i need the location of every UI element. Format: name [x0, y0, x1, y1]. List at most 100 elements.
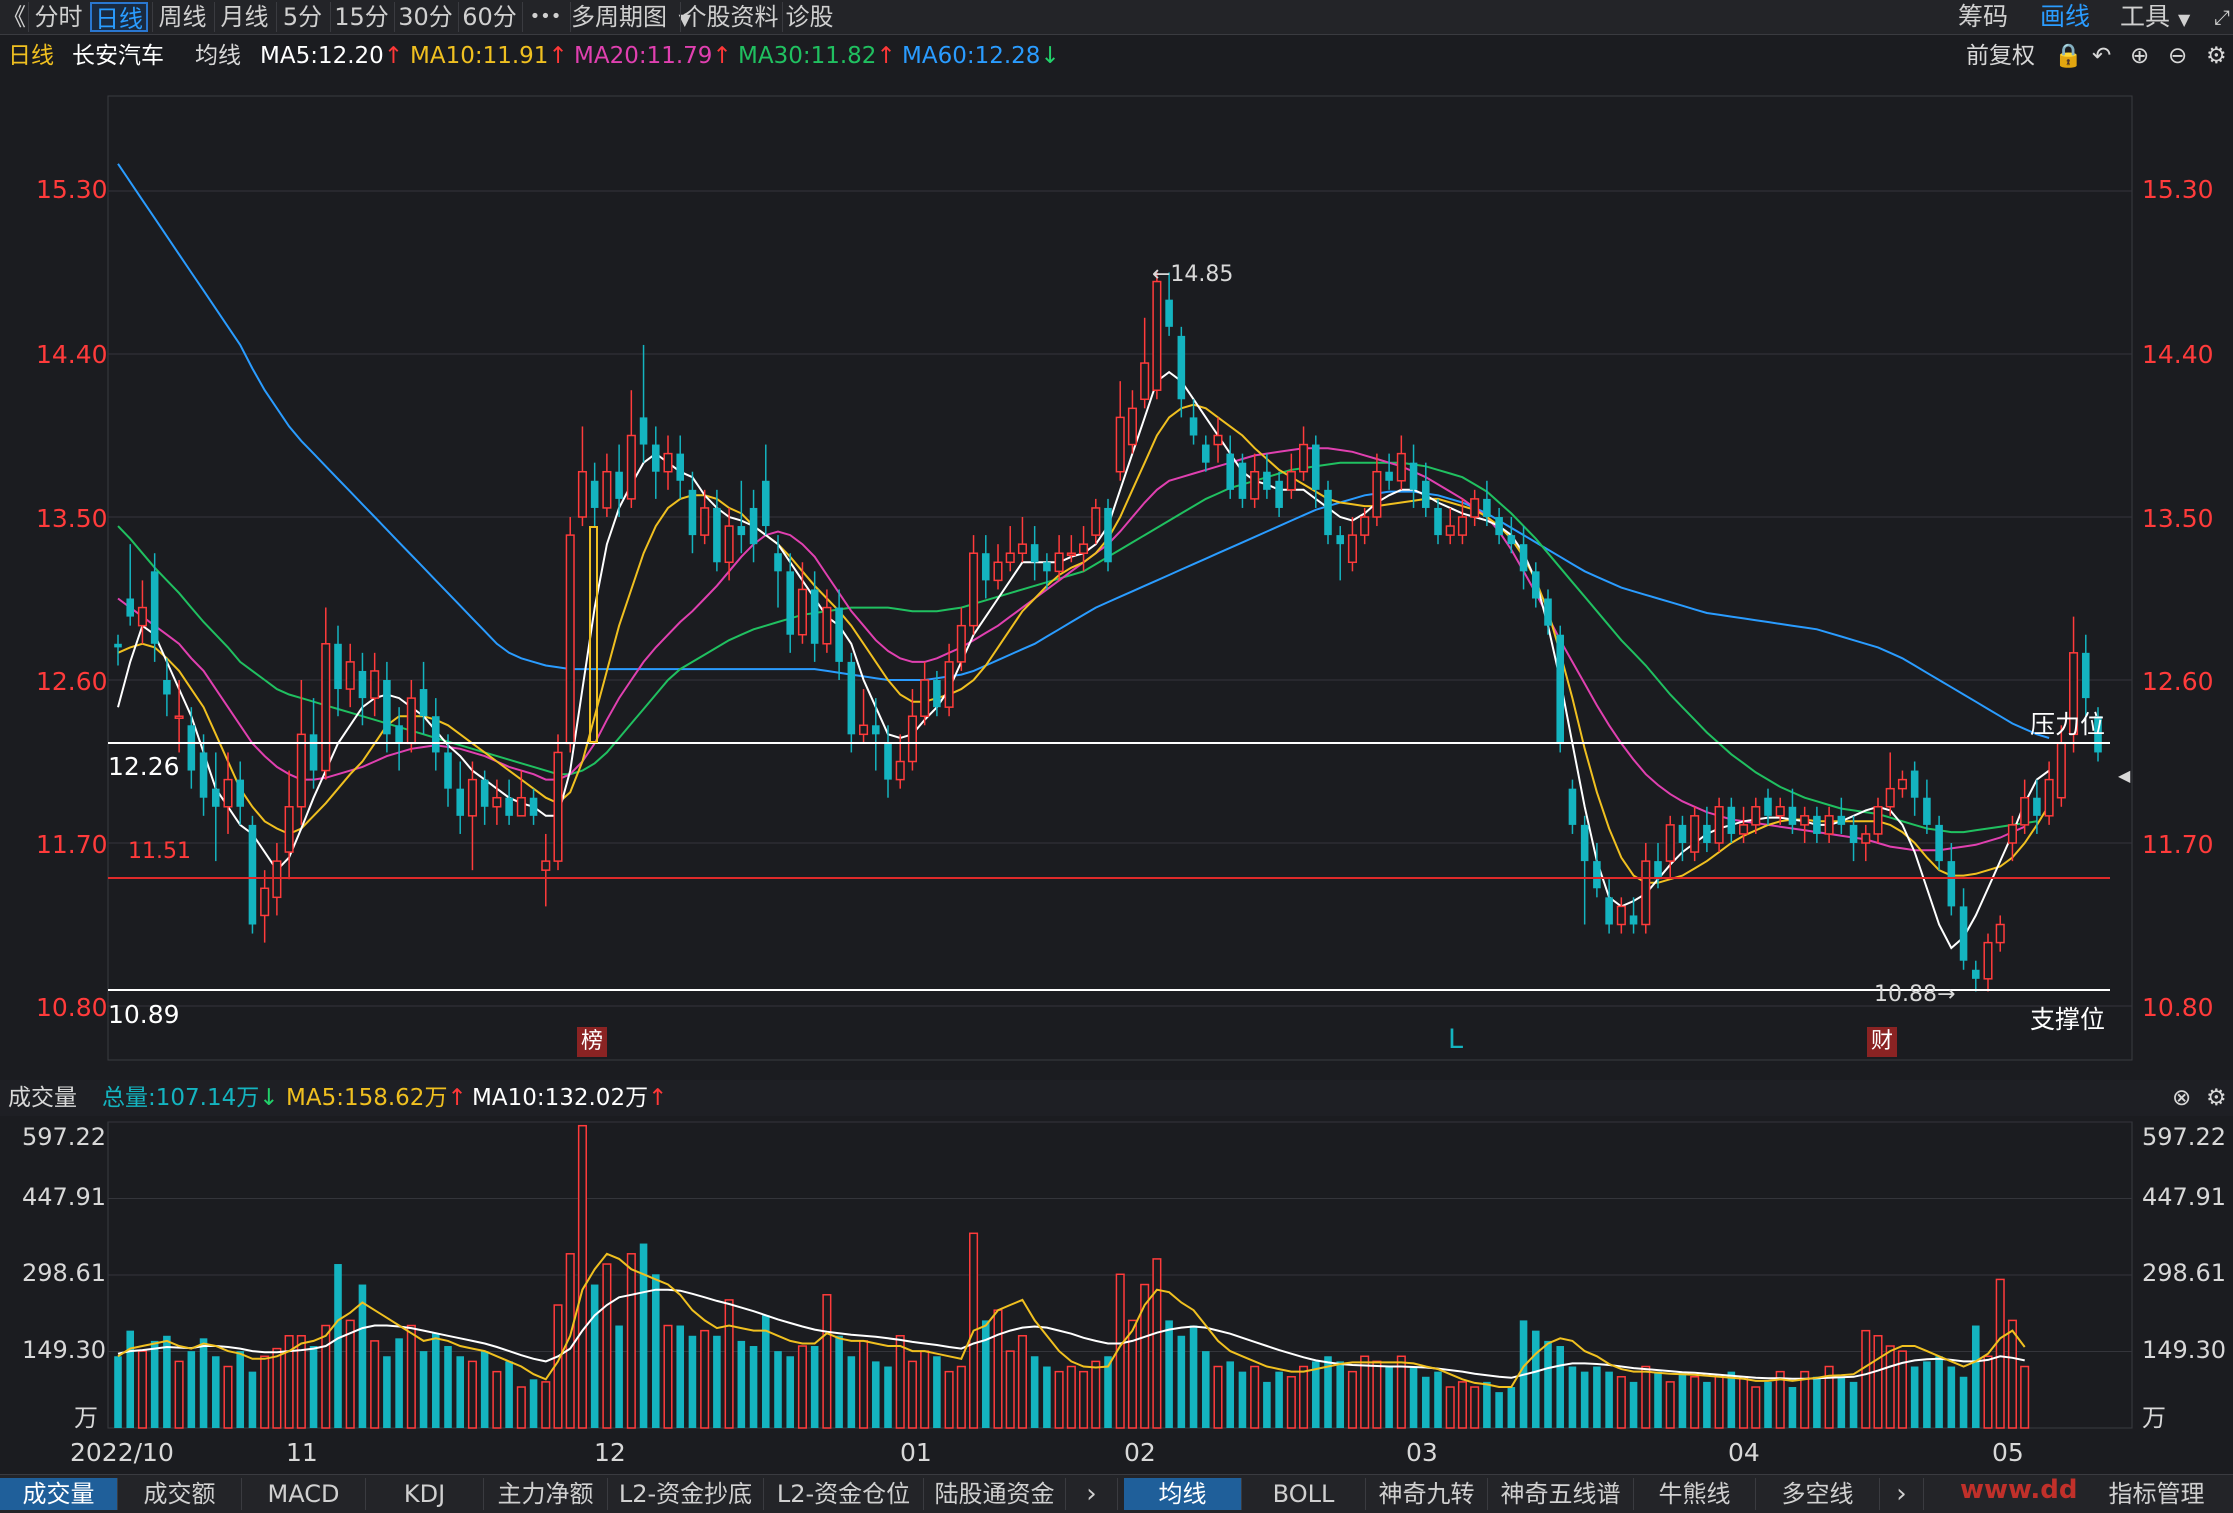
volume-bar — [724, 1299, 734, 1429]
volume-bar — [602, 1263, 612, 1429]
tab-monthly[interactable]: 月线 — [214, 2, 274, 32]
volume-bar — [137, 1350, 147, 1429]
tab-60min[interactable]: 60分 — [458, 2, 520, 32]
finance-marker[interactable]: 财 — [1867, 1027, 1897, 1057]
volume-bar — [1324, 1356, 1332, 1428]
candle-body — [137, 606, 147, 627]
tab-fenshi[interactable]: 分时 — [28, 2, 88, 32]
tab-magic-nine[interactable]: 神奇九转 — [1366, 1478, 1488, 1510]
tab-long-short[interactable]: 多空线 — [1756, 1478, 1880, 1510]
tab-daily[interactable]: 日线 — [90, 2, 148, 33]
chip-button[interactable]: 筹码 — [1958, 2, 2009, 31]
candle-body — [724, 525, 734, 564]
tab-15min[interactable]: 15分 — [330, 2, 392, 32]
expand-icon[interactable]: ⤢ — [2214, 5, 2230, 29]
chevron-right-icon[interactable]: › — [1066, 1478, 1118, 1510]
candle-body — [895, 760, 905, 781]
candle-body — [383, 680, 391, 735]
tab-l2-bottom[interactable]: L2-资金抄底 — [608, 1478, 764, 1510]
avg-line-label[interactable]: 均线 — [195, 43, 241, 69]
candle-body — [1556, 634, 1565, 744]
candle-body — [577, 470, 587, 518]
arrow-up-icon: ↑ — [548, 43, 568, 69]
candle-body — [1568, 788, 1577, 825]
x-tick: 02 — [1124, 1438, 1156, 1467]
rank-marker[interactable]: 榜 — [577, 1027, 607, 1057]
tab-ma[interactable]: 均线 — [1124, 1478, 1242, 1510]
tab-l2-position[interactable]: L2-资金仓位 — [764, 1478, 924, 1510]
volume-bar — [1286, 1376, 1296, 1429]
tab-boll[interactable]: BOLL — [1242, 1478, 1366, 1510]
tab-30min[interactable]: 30分 — [394, 2, 456, 32]
volume-bar — [1017, 1335, 1027, 1429]
candle-body — [516, 796, 526, 817]
volume-ma5-line — [117, 1252, 2026, 1388]
multi-period-dropdown[interactable]: 多周期图 ▼ — [570, 2, 691, 32]
volume-bar — [309, 1346, 318, 1428]
candle-body — [1250, 470, 1260, 500]
tab-magic-five[interactable]: 神奇五线谱 — [1488, 1478, 1634, 1510]
candle-body — [1140, 362, 1150, 401]
price-pointer-icon: ◀ — [2118, 766, 2131, 785]
tab-weekly[interactable]: 周线 — [152, 2, 212, 32]
candle-body — [456, 788, 465, 816]
volume-bar — [1690, 1376, 1700, 1429]
tab-kdj[interactable]: KDJ — [366, 1478, 484, 1510]
close-icon[interactable]: ⊗ — [2172, 1085, 2192, 1111]
x-tick: 05 — [1992, 1438, 2024, 1467]
l-marker[interactable]: L — [1448, 1024, 1464, 1055]
volume-ytick-right: 149.30 — [2142, 1336, 2226, 1364]
indicator-manage-button[interactable]: 指标管理 — [2108, 1480, 2205, 1508]
volume-unit: 万 — [74, 1404, 98, 1432]
lock-icon[interactable]: 🔒 — [2054, 43, 2083, 69]
volume-bar — [1005, 1350, 1015, 1429]
zoom-in-icon[interactable]: ⊕ — [2130, 43, 2150, 69]
candle-body — [1971, 969, 1980, 979]
candle-body — [774, 553, 782, 572]
tab-stock-profile[interactable]: 个股资料 — [680, 2, 780, 32]
draw-line-button[interactable]: 画线 — [2040, 2, 2091, 31]
candle-body — [1703, 824, 1711, 843]
volume-bar — [1445, 1386, 1455, 1429]
candle-body — [505, 797, 513, 816]
tab-main-net[interactable]: 主力净额 — [484, 1478, 608, 1510]
volume-bar — [1580, 1371, 1589, 1428]
candle-body — [602, 470, 612, 509]
low-price-label: 10.88→ — [1874, 982, 1956, 1007]
tab-macd[interactable]: MACD — [242, 1478, 366, 1510]
zoom-out-icon[interactable]: ⊖ — [2168, 43, 2188, 69]
chevron-right-icon[interactable]: › — [1880, 1478, 1924, 1510]
candle-body — [2056, 742, 2066, 799]
gear-icon[interactable]: ⚙ — [2206, 43, 2227, 69]
more-button[interactable]: ••• — [522, 2, 568, 32]
volume-bar — [713, 1335, 721, 1428]
undo-icon[interactable]: ↶ — [2092, 43, 2112, 69]
support-value: 10.89 — [108, 1000, 180, 1029]
tools-button[interactable]: 工具 ▼ — [2120, 0, 2190, 34]
volume-bar — [1861, 1329, 1871, 1429]
candle-body — [1714, 806, 1724, 844]
gear-icon[interactable]: ⚙ — [2206, 1085, 2227, 1111]
candle-body — [737, 526, 746, 536]
tab-diagnose[interactable]: 诊股 — [782, 2, 836, 32]
tab-volume[interactable]: 成交量 — [0, 1478, 118, 1510]
volume-bar — [1714, 1376, 1724, 1429]
candle-body — [1409, 462, 1418, 490]
candle-body — [2094, 716, 2102, 753]
back-button[interactable]: 《 — [2, 3, 26, 31]
volume-bar — [651, 1274, 660, 1428]
tab-bull-bear[interactable]: 牛熊线 — [1634, 1478, 1756, 1510]
volume-bar — [565, 1253, 575, 1429]
adjust-mode[interactable]: 前复权 — [1966, 43, 2035, 69]
volume-bar — [1470, 1386, 1480, 1429]
volume-bar — [1837, 1376, 1846, 1428]
candle-body — [1213, 434, 1223, 446]
volume-bar — [1152, 1258, 1162, 1429]
price-frame — [107, 95, 2133, 1061]
candle-body — [1152, 280, 1162, 391]
tab-5min[interactable]: 5分 — [276, 2, 328, 32]
caret-down-icon: ▼ — [2177, 10, 2191, 29]
tab-hk-connect[interactable]: 陆股通资金 — [924, 1478, 1066, 1510]
tab-turnover[interactable]: 成交额 — [118, 1478, 242, 1510]
